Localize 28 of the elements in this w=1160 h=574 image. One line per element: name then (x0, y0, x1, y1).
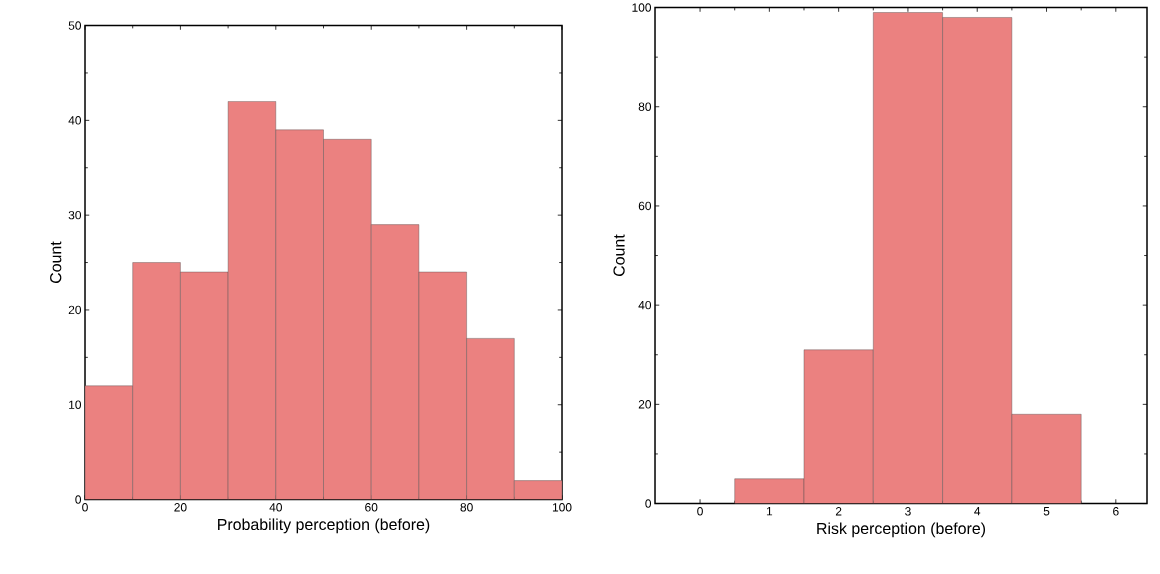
y-tick-label: 30 (68, 211, 82, 220)
y-tick-label: 60 (638, 201, 652, 211)
x-tick-label: 40 (269, 503, 282, 512)
x-tick-label: 0 (82, 503, 88, 512)
x-tick-label: 20 (174, 503, 187, 512)
y-axis-title: Count (50, 241, 62, 284)
y-tick-label: 20 (638, 400, 652, 409)
y-tick-label: 100 (632, 3, 652, 12)
y-tick-label: 20 (68, 305, 82, 315)
y-tick-label: 50 (68, 21, 82, 30)
x-tick-label: 3 (905, 507, 911, 516)
y-tick-label: 10 (69, 400, 82, 410)
y-tick-label: 0 (75, 495, 82, 504)
y-tick-label: 40 (68, 116, 82, 125)
x-tick-label: 2 (835, 507, 842, 516)
x-tick-label: 6 (1113, 507, 1119, 516)
x-tick-label: 100 (552, 503, 572, 512)
x-axis-title: Probability perception (before) (218, 518, 430, 534)
x-tick-label: 60 (365, 503, 378, 512)
x-tick-label: 1 (766, 507, 773, 516)
y-tick-label: 80 (638, 102, 652, 112)
x-tick-label: 4 (974, 507, 981, 516)
x-tick-label: 0 (697, 507, 703, 516)
x-tick-label: 80 (460, 503, 473, 512)
x-tick-label: 5 (1043, 507, 1050, 516)
y-axis-title: Count (613, 234, 625, 277)
x-axis-title: Risk perception (before) (817, 522, 986, 538)
y-tick-label: 40 (638, 301, 652, 310)
